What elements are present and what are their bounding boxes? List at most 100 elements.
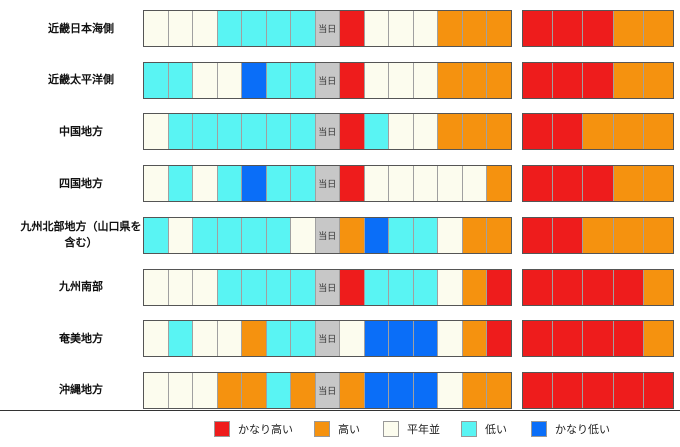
daily-cell	[339, 216, 365, 254]
daily-cell	[461, 10, 487, 47]
daily-cell	[339, 165, 365, 203]
daily-cell	[437, 165, 463, 203]
daily-cell	[216, 61, 242, 99]
legend-item: かなり低い	[531, 420, 610, 438]
legend-item: かなり高い	[214, 420, 293, 438]
daily-cell	[290, 113, 316, 151]
daily-cell	[437, 216, 463, 254]
daily-cell	[486, 371, 512, 409]
today-cell: 当日	[314, 61, 340, 99]
daily-cell	[265, 165, 291, 203]
daily-cell	[265, 10, 291, 47]
daily-cell	[412, 10, 438, 47]
weekly-cell	[642, 10, 674, 47]
legend-label: 低い	[485, 423, 507, 436]
daily-cell	[143, 113, 169, 151]
today-cell: 当日	[314, 268, 340, 306]
weekly-cell	[552, 61, 584, 99]
daily-cell	[363, 113, 389, 151]
daily-cell	[339, 10, 365, 47]
daily-cell	[192, 113, 218, 151]
daily-cell	[412, 216, 438, 254]
weekly-cell	[522, 113, 554, 151]
daily-cell	[192, 320, 218, 358]
region-label: 沖縄地方	[59, 383, 103, 397]
weekly-cell	[582, 216, 614, 254]
weekly-cell	[642, 113, 674, 151]
daily-cell	[143, 320, 169, 358]
legend-label: 高い	[338, 423, 360, 436]
daily-cell	[363, 320, 389, 358]
daily-cell	[339, 61, 365, 99]
daily-cell	[388, 113, 414, 151]
weekly-cell	[582, 10, 614, 47]
daily-cell	[388, 268, 414, 306]
legend-swatch	[383, 421, 399, 437]
legend-swatch	[461, 421, 477, 437]
weekly-cell	[642, 61, 674, 99]
daily-cell	[437, 371, 463, 409]
daily-cell	[241, 61, 267, 99]
daily-cell	[412, 61, 438, 99]
weekly-cell	[522, 165, 554, 203]
daily-cell	[290, 61, 316, 99]
daily-cell	[461, 113, 487, 151]
legend-swatch	[531, 421, 547, 437]
daily-cell	[216, 165, 242, 203]
daily-cell	[167, 371, 193, 409]
daily-cell	[412, 320, 438, 358]
daily-cell	[486, 61, 512, 99]
daily-cell	[143, 371, 169, 409]
legend-divider	[0, 410, 680, 411]
today-cell: 当日	[314, 113, 340, 151]
daily-cell	[167, 61, 193, 99]
daily-cell	[167, 320, 193, 358]
daily-cell	[437, 10, 463, 47]
weekly-cell	[552, 10, 584, 47]
daily-cell	[461, 371, 487, 409]
daily-cell	[437, 268, 463, 306]
daily-cell	[461, 216, 487, 254]
weekly-cell	[582, 268, 614, 306]
daily-cell	[167, 216, 193, 254]
daily-cell	[241, 268, 267, 306]
daily-cell	[437, 113, 463, 151]
daily-cell	[192, 165, 218, 203]
daily-cell	[192, 371, 218, 409]
daily-cell	[192, 268, 218, 306]
weekly-cell	[612, 371, 644, 409]
daily-cell	[461, 268, 487, 306]
daily-cell	[265, 371, 291, 409]
daily-cell	[192, 61, 218, 99]
daily-cell	[412, 268, 438, 306]
daily-cell	[265, 320, 291, 358]
daily-cell	[290, 165, 316, 203]
weekly-cell	[612, 320, 644, 358]
daily-cell	[216, 113, 242, 151]
daily-cell	[437, 320, 463, 358]
daily-cell	[216, 268, 242, 306]
daily-cell	[216, 10, 242, 47]
weekly-cell	[522, 320, 554, 358]
daily-cell	[167, 113, 193, 151]
daily-cell	[192, 216, 218, 254]
weekly-cell	[582, 320, 614, 358]
daily-cell	[486, 10, 512, 47]
daily-cell	[167, 268, 193, 306]
daily-cell	[290, 320, 316, 358]
region-label: 九州南部	[59, 280, 103, 293]
today-cell: 当日	[314, 320, 340, 358]
daily-cell	[363, 371, 389, 409]
legend-label: かなり低い	[555, 423, 610, 436]
daily-cell	[167, 165, 193, 203]
daily-cell	[290, 268, 316, 306]
daily-cell	[363, 268, 389, 306]
daily-cell	[363, 61, 389, 99]
daily-cell	[437, 61, 463, 99]
weekly-cell	[522, 268, 554, 306]
weekly-cell	[612, 216, 644, 254]
daily-cell	[241, 371, 267, 409]
weekly-cell	[522, 61, 554, 99]
daily-cell	[339, 268, 365, 306]
